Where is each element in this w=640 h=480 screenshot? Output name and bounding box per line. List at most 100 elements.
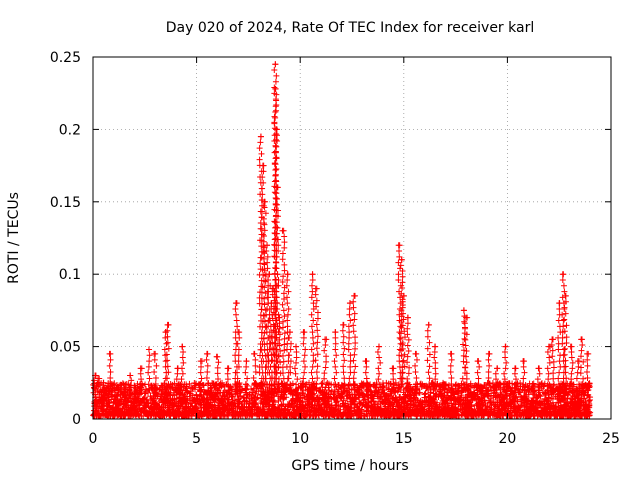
spike-marker	[413, 356, 420, 363]
spike-marker	[265, 288, 272, 295]
spike-marker	[302, 363, 309, 370]
peak-marker	[460, 307, 467, 314]
spike-marker	[284, 294, 291, 301]
spike-marker	[301, 369, 308, 376]
spike-marker	[341, 345, 348, 352]
spike-marker	[281, 233, 288, 240]
spike-marker	[279, 278, 286, 285]
spike-marker	[561, 288, 568, 295]
spike-marker	[273, 72, 280, 79]
peak-marker	[284, 271, 291, 278]
data-point	[548, 336, 558, 394]
spike-marker	[273, 369, 280, 376]
spike-marker	[258, 225, 265, 232]
peak-marker	[425, 321, 432, 328]
peak-marker	[549, 336, 556, 343]
spike-marker	[351, 310, 358, 317]
spike-marker	[262, 210, 269, 217]
peak-marker	[235, 329, 242, 336]
spike-marker	[350, 304, 357, 311]
spike-marker	[332, 363, 339, 370]
spike-marker	[284, 300, 291, 307]
spike-marker	[276, 336, 283, 343]
spike-marker	[462, 364, 469, 371]
spike-marker	[272, 149, 279, 156]
peak-marker	[145, 346, 152, 353]
spike-marker	[563, 375, 570, 382]
spike-marker	[214, 370, 221, 377]
spike-marker	[559, 294, 566, 301]
spike-marker	[352, 345, 359, 352]
spike-marker	[404, 325, 411, 332]
spike-marker	[286, 352, 293, 359]
y-tick-label: 0.2	[59, 122, 81, 138]
spike-marker	[274, 271, 281, 278]
spike-marker	[314, 327, 321, 334]
spike-marker	[322, 341, 329, 348]
spike-marker	[560, 323, 567, 330]
spike-marker	[163, 351, 170, 358]
spike-marker	[279, 324, 286, 331]
spike-marker	[107, 356, 114, 363]
spike-marker	[280, 318, 287, 325]
spike-marker	[460, 358, 467, 365]
spike-marker	[345, 323, 352, 330]
x-tick-label: 5	[192, 431, 201, 447]
spike-marker	[274, 224, 281, 231]
spike-marker	[390, 370, 397, 377]
spike-marker	[273, 190, 280, 197]
spike-marker	[536, 370, 543, 377]
spike-marker	[577, 370, 584, 377]
spike-marker	[405, 336, 412, 343]
peak-marker	[266, 271, 273, 278]
spike-marker	[313, 345, 320, 352]
axis-ticks	[92, 56, 612, 420]
spike-marker	[396, 346, 403, 353]
spike-marker	[272, 264, 279, 271]
spike-marker	[280, 290, 287, 297]
spike-marker	[224, 376, 231, 383]
spike-marker	[252, 368, 259, 375]
spike-marker	[424, 333, 431, 340]
spike-marker	[294, 376, 301, 383]
spike-marker	[274, 300, 281, 307]
spike-marker	[162, 358, 169, 365]
spike-marker	[310, 300, 317, 307]
spike-marker	[397, 330, 404, 337]
spike-marker	[501, 370, 508, 377]
peak-marker	[502, 343, 509, 350]
peak-marker	[127, 372, 134, 379]
spike-marker	[280, 307, 287, 314]
spike-marker	[261, 295, 268, 302]
spike-marker	[300, 358, 307, 365]
spike-marker	[145, 369, 152, 376]
spike-marker	[502, 354, 509, 361]
spike-marker	[308, 311, 315, 318]
spike-marker	[233, 369, 240, 376]
spike-marker	[462, 325, 469, 332]
spike-marker	[521, 369, 528, 376]
spike-marker	[461, 313, 468, 320]
spike-marker	[300, 340, 307, 347]
spike-marker	[234, 323, 241, 330]
spike-marker	[546, 354, 553, 361]
spike-marker	[584, 356, 591, 363]
peak-marker	[396, 242, 403, 249]
spike-marker	[501, 349, 508, 356]
spike-marker	[399, 369, 406, 376]
spike-marker	[281, 244, 288, 251]
spike-marker	[285, 288, 292, 295]
spike-marker	[412, 362, 419, 369]
chart-title: Day 020 of 2024, Rate Of TEC Index for r…	[166, 20, 534, 36]
spike-marker	[375, 376, 382, 383]
spike-marker	[493, 376, 500, 383]
spike-marker	[164, 357, 171, 364]
spike-marker	[404, 342, 411, 349]
spike-marker	[286, 334, 293, 341]
spike-marker	[426, 351, 433, 358]
spike-marker	[555, 346, 562, 353]
peak-marker	[346, 300, 353, 307]
peak-marker	[261, 198, 268, 205]
spike-marker	[260, 243, 267, 250]
spike-marker	[426, 363, 433, 370]
